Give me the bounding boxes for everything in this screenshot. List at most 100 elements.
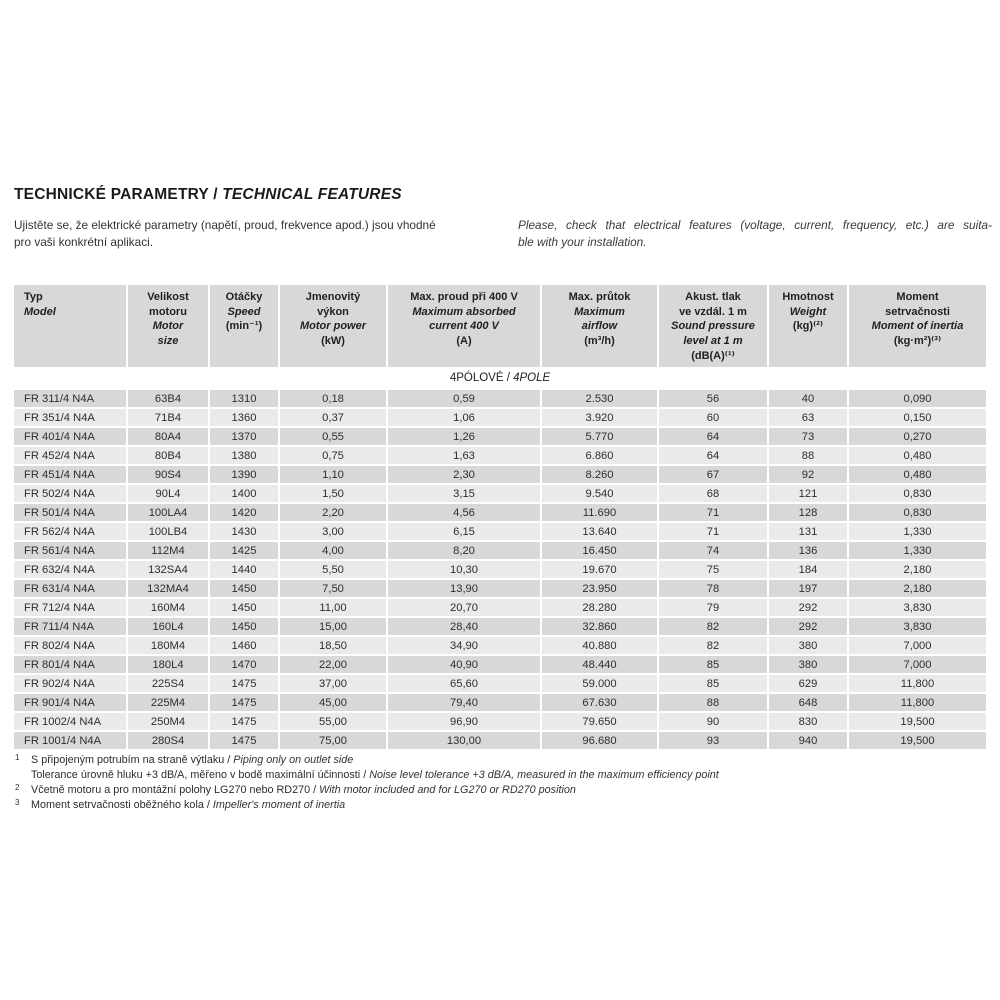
header-cell-max-airflow: Max. průtok Maximum airflow (m³/h) [542, 285, 657, 368]
table-row: FR 502/4 N4A 90L4 1400 1,50 3,15 9.540 68 121 0,… [14, 485, 986, 503]
cell-speed: 1440 [210, 561, 278, 579]
cell-weight: 131 [769, 523, 847, 541]
cell-inertia: 0,830 [849, 485, 986, 503]
cell-sound-pressure: 78 [659, 580, 767, 598]
cell-weight: 292 [769, 599, 847, 617]
cell-speed: 1420 [210, 504, 278, 522]
cell-weight: 73 [769, 428, 847, 446]
cell-inertia: 0,830 [849, 504, 986, 522]
cell-max-current: 1,26 [388, 428, 540, 446]
intro-english-line: ble with your installation. [518, 235, 647, 250]
cell-sound-pressure: 88 [659, 694, 767, 712]
table-row: FR 401/4 N4A 80A4 1370 0,55 1,26 5.770 64 73 0,2… [14, 428, 986, 446]
header-label-english: Weight [789, 305, 827, 318]
cell-motor-power: 1,50 [280, 485, 386, 503]
cell-max-airflow: 13.640 [542, 523, 657, 541]
cell-motor-power: 0,75 [280, 447, 386, 465]
cell-motor-power: 0,37 [280, 409, 386, 427]
header-label-czech: setrvačnosti [885, 305, 950, 318]
cell-motor-power: 55,00 [280, 713, 386, 731]
cell-model: FR 1002/4 N4A [14, 713, 126, 731]
technical-features-table: Typ Model Velikost motoru Motor size Otáčky Spe… [12, 283, 988, 751]
cell-motor-size: 80B4 [128, 447, 208, 465]
intro-czech-line: Ujistěte se, že elektrické parametry (na… [14, 218, 436, 232]
cell-weight: 380 [769, 656, 847, 674]
cell-max-airflow: 59.000 [542, 675, 657, 693]
cell-inertia: 0,270 [849, 428, 986, 446]
cell-max-current: 6,15 [388, 523, 540, 541]
cell-weight: 92 [769, 466, 847, 484]
cell-motor-power: 3,00 [280, 523, 386, 541]
cell-inertia: 19,500 [849, 732, 986, 750]
cell-model: FR 801/4 N4A [14, 656, 126, 674]
header-label-czech: Hmotnost [782, 291, 834, 303]
header-label-czech: Moment [896, 291, 939, 303]
cell-weight: 197 [769, 580, 847, 598]
cell-motor-size: 280S4 [128, 732, 208, 750]
table-row: FR 901/4 N4A 225M4 1475 45,00 79,40 67.630 88 6… [14, 694, 986, 712]
table-row: FR 801/4 N4A 180L4 1470 22,00 40,90 48.440 85 3… [14, 656, 986, 674]
header-unit: (kg·m²)⁽³⁾ [893, 334, 942, 347]
cell-motor-size: 80A4 [128, 428, 208, 446]
header-cell-max-current: Max. proud při 400 V Maximum absorbed curr… [388, 285, 540, 368]
cell-model: FR 1001/4 N4A [14, 732, 126, 750]
cell-max-airflow: 11.690 [542, 504, 657, 522]
cell-max-airflow: 48.440 [542, 656, 657, 674]
cell-model: FR 501/4 N4A [14, 504, 126, 522]
cell-motor-size: 100LA4 [128, 504, 208, 522]
table-row: FR 562/4 N4A 100LB4 1430 3,00 6,15 13.640 71 13… [14, 523, 986, 541]
cell-max-airflow: 28.280 [542, 599, 657, 617]
section-label-english: 4POLE [513, 372, 551, 385]
header-label-english: Moment of inertia [871, 320, 964, 333]
cell-weight: 121 [769, 485, 847, 503]
cell-max-current: 96,90 [388, 713, 540, 731]
cell-model: FR 712/4 N4A [14, 599, 126, 617]
footnote-english: Piping only on outlet side [233, 754, 354, 766]
cell-inertia: 0,090 [849, 390, 986, 408]
cell-model: FR 561/4 N4A [14, 542, 126, 560]
cell-motor-power: 22,00 [280, 656, 386, 674]
cell-inertia: 3,830 [849, 599, 986, 617]
cell-motor-size: 132SA4 [128, 561, 208, 579]
cell-motor-power: 5,50 [280, 561, 386, 579]
cell-motor-power: 4,00 [280, 542, 386, 560]
cell-sound-pressure: 93 [659, 732, 767, 750]
cell-model: FR 562/4 N4A [14, 523, 126, 541]
cell-max-current: 13,90 [388, 580, 540, 598]
header-label-czech: motoru [149, 305, 187, 318]
header-label-czech: výkon [317, 305, 349, 318]
table-row: FR 1002/4 N4A 250M4 1475 55,00 96,90 79.650 90… [14, 713, 986, 731]
intro-english-line: Please, check that electrical features (… [518, 218, 992, 232]
intro-czech: Ujistěte se, že elektrické parametry (na… [14, 217, 498, 251]
cell-model: FR 351/4 N4A [14, 409, 126, 427]
cell-model: FR 902/4 N4A [14, 675, 126, 693]
cell-sound-pressure: 64 [659, 447, 767, 465]
header-label-czech: Akust. tlak [685, 291, 741, 303]
header-cell-speed: Otáčky Speed (min⁻¹) [210, 285, 278, 368]
cell-motor-size: 63B4 [128, 390, 208, 408]
cell-weight: 940 [769, 732, 847, 750]
cell-weight: 830 [769, 713, 847, 731]
cell-motor-power: 75,00 [280, 732, 386, 750]
table-row: FR 351/4 N4A 71B4 1360 0,37 1,06 3.920 60 63 0,1… [14, 409, 986, 427]
header-label-czech: Otáčky [225, 291, 263, 303]
cell-motor-size: 250M4 [128, 713, 208, 731]
header-label-czech: ve vzdál. 1 m [679, 305, 747, 318]
header-unit: (A) [456, 334, 472, 347]
cell-max-current: 2,30 [388, 466, 540, 484]
cell-max-airflow: 3.920 [542, 409, 657, 427]
header-label-czech: Typ [24, 291, 43, 303]
cell-weight: 380 [769, 637, 847, 655]
page-title: TECHNICKÉ PARAMETRY / TECHNICAL FEATURES [14, 186, 402, 204]
footnote-marker: 1 [15, 753, 20, 762]
cell-motor-size: 112M4 [128, 542, 208, 560]
footnote-marker: 3 [15, 798, 20, 808]
cell-model: FR 802/4 N4A [14, 637, 126, 655]
intro-czech-line: pro vaši konkrétní aplikaci. [14, 235, 154, 250]
cell-inertia: 1,330 [849, 542, 986, 560]
cell-max-airflow: 19.670 [542, 561, 657, 579]
cell-speed: 1475 [210, 675, 278, 693]
cell-speed: 1475 [210, 694, 278, 712]
cell-model: FR 452/4 N4A [14, 447, 126, 465]
cell-motor-size: 132MA4 [128, 580, 208, 598]
